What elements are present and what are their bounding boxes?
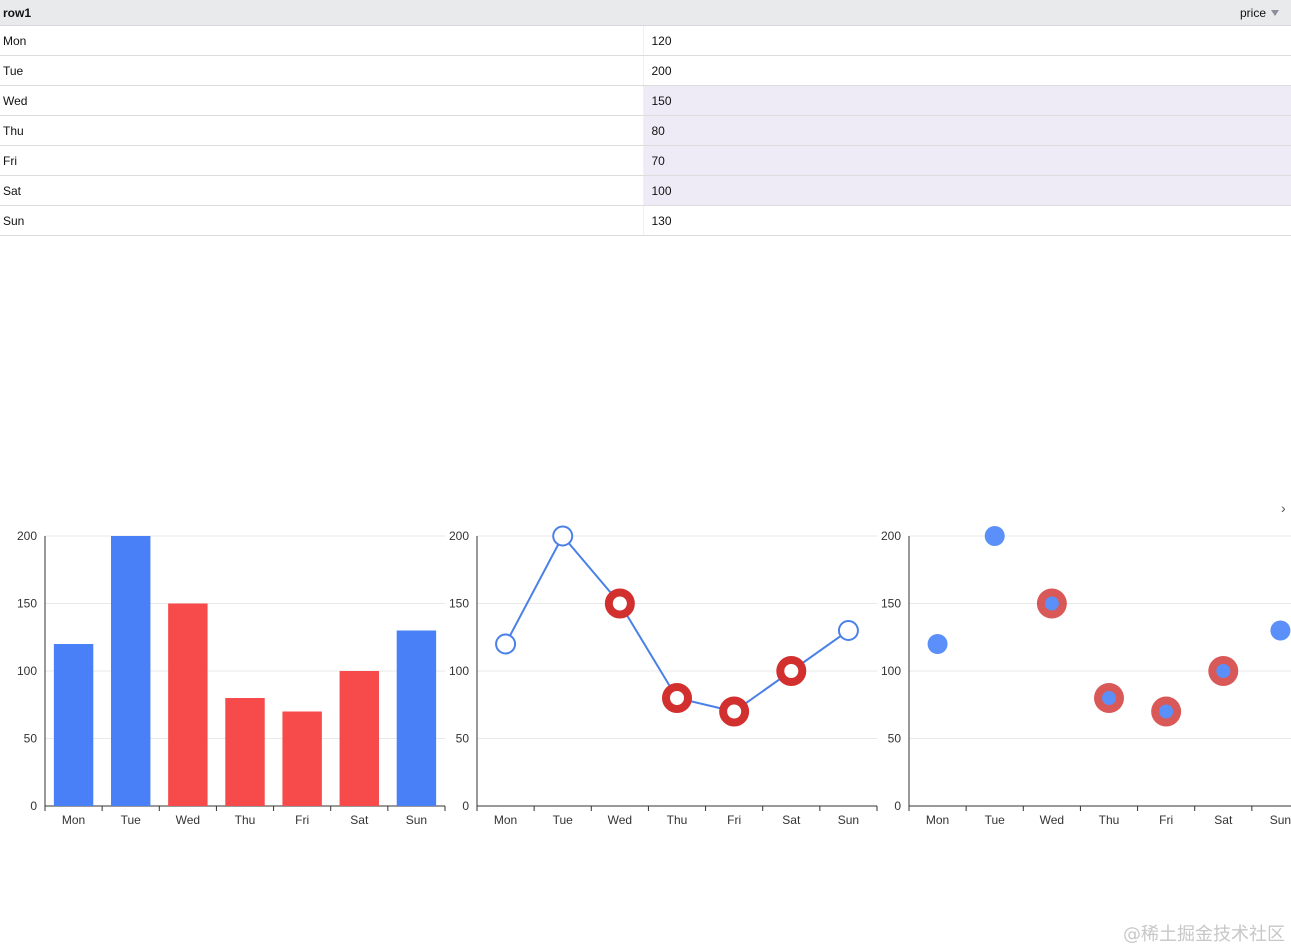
- watermark: @稀土掘金技术社区: [1123, 924, 1285, 945]
- row-label: Mon: [3, 33, 27, 48]
- bar[interactable]: [111, 536, 151, 806]
- y-tick-label: 50: [24, 732, 38, 746]
- value-header[interactable]: price: [641, 6, 1291, 20]
- scatter-point[interactable]: [1102, 691, 1116, 705]
- line-point[interactable]: [719, 696, 750, 727]
- x-tick-label: Thu: [1099, 813, 1120, 827]
- x-tick-label: Fri: [295, 813, 309, 827]
- x-tick-label: Wed: [176, 813, 200, 827]
- value-header-label: price: [1239, 5, 1266, 20]
- bar-chart: 0 50 100 150 200 Mon Tue Wed Thu Fri Sat Sun: [17, 529, 446, 827]
- scatter-point[interactable]: [1270, 620, 1291, 641]
- x-tick-label: Sun: [838, 813, 859, 827]
- line-point[interactable]: [552, 525, 574, 547]
- table-row[interactable]: Sat 100: [0, 176, 1291, 206]
- row-value: 150: [642, 86, 1291, 115]
- x-tick-label: Mon: [926, 813, 949, 827]
- y-tick-label: 150: [17, 597, 37, 611]
- row-label: Sat: [3, 183, 22, 198]
- row-value: 130: [642, 206, 1291, 235]
- sort-down-icon[interactable]: [1271, 10, 1279, 17]
- line-point[interactable]: [495, 633, 517, 655]
- table-row[interactable]: Tue 200: [0, 56, 1291, 86]
- x-tick-label: Thu: [667, 813, 688, 827]
- line-point[interactable]: [604, 588, 635, 619]
- x-tick-label: Wed: [608, 813, 632, 827]
- table-row[interactable]: Thu 80: [0, 116, 1291, 146]
- line-chart: 0 50 100 150 200 Mon Tue Wed Thu Fri Sat Sun: [449, 525, 878, 827]
- y-tick-label: 150: [881, 597, 901, 611]
- row-value: 70: [642, 146, 1291, 175]
- table-row[interactable]: Mon 120: [0, 26, 1291, 56]
- row-label: Tue: [3, 63, 24, 78]
- row-label: Thu: [3, 123, 24, 138]
- y-tick-label: 50: [456, 732, 470, 746]
- y-tick-label: 200: [17, 529, 37, 543]
- x-tick-label: Sun: [1270, 813, 1291, 827]
- x-tick-label: Tue: [553, 813, 574, 827]
- table-body: Mon 120 Tue 200 Wed 150 Thu 80 Fri 70 Sat 100 Sun 130: [0, 26, 1291, 235]
- bar[interactable]: [225, 698, 265, 806]
- y-tick-label: 200: [881, 529, 901, 543]
- x-tick-label: Thu: [235, 813, 256, 827]
- scatter-point[interactable]: [1044, 596, 1059, 611]
- row-value: 80: [642, 116, 1291, 145]
- table-header: row1 price: [0, 0, 1291, 26]
- scatter-point[interactable]: [1216, 664, 1231, 678]
- data-table: row1 price Mon 120 Tue 200 Wed 150 Thu 80 Fri 70 S…: [0, 0, 1291, 236]
- y-tick-label: 200: [449, 529, 469, 543]
- y-tick-label: 150: [449, 597, 469, 611]
- row-value: 100: [642, 176, 1291, 205]
- row-header: row1: [3, 5, 32, 20]
- bar[interactable]: [396, 630, 437, 807]
- row-value: 120: [642, 26, 1291, 55]
- y-tick-label: 50: [888, 732, 902, 746]
- line-point[interactable]: [837, 620, 859, 641]
- charts-area: 0 50 100 150 200 Mon Tue Wed Thu Fri Sat Sun 0 50 100 1…: [17, 525, 1291, 827]
- x-tick-label: Tue: [985, 813, 1006, 827]
- table-row[interactable]: Wed 150: [0, 86, 1291, 116]
- y-tick-label: 0: [30, 799, 37, 813]
- x-tick-label: Fri: [727, 813, 741, 827]
- scatter-chart: 0 50 100 150 200 Mon Tue Wed Thu Fri Sat Sun: [881, 526, 1291, 827]
- scatter-point[interactable]: [984, 526, 1005, 546]
- bar[interactable]: [282, 711, 322, 807]
- y-tick-label: 0: [894, 799, 901, 813]
- row-label: Sun: [3, 213, 25, 228]
- y-tick-label: 100: [449, 664, 469, 678]
- bar[interactable]: [53, 644, 94, 806]
- bar[interactable]: [168, 603, 208, 807]
- x-tick-label: Sat: [1214, 813, 1233, 827]
- y-tick-label: 0: [462, 799, 469, 813]
- x-tick-label: Sun: [406, 813, 427, 827]
- x-tick-label: Tue: [121, 813, 142, 827]
- line-point[interactable]: [776, 656, 807, 686]
- scatter-point[interactable]: [927, 634, 948, 654]
- y-tick-label: 100: [881, 664, 901, 678]
- scatter-point[interactable]: [1159, 704, 1174, 719]
- x-tick-label: Mon: [494, 813, 517, 827]
- row-value: 200: [642, 56, 1291, 85]
- x-tick-label: Sat: [350, 813, 369, 827]
- table-row[interactable]: Fri 70: [0, 146, 1291, 176]
- x-tick-label: Sat: [782, 813, 801, 827]
- row-label: Fri: [3, 153, 17, 168]
- next-chart-icon[interactable]: ›: [1281, 500, 1286, 516]
- row-label: Wed: [3, 93, 28, 108]
- x-tick-label: Wed: [1040, 813, 1064, 827]
- line-point[interactable]: [662, 683, 692, 713]
- x-tick-label: Fri: [1159, 813, 1173, 827]
- x-tick-label: Mon: [62, 813, 85, 827]
- y-tick-label: 100: [17, 664, 37, 678]
- table-row[interactable]: Sun 130: [0, 206, 1291, 235]
- bar[interactable]: [339, 671, 379, 806]
